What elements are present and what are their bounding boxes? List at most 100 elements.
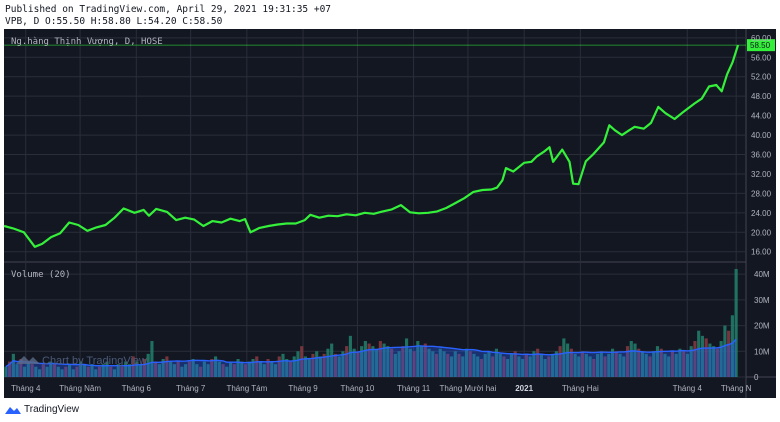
volume-bar (434, 353, 439, 377)
volume-bar (225, 366, 229, 377)
volume-bar (655, 346, 660, 377)
volume-bar (581, 351, 585, 377)
watermark: Chart by TradingView (16, 355, 147, 367)
volume-bar (240, 361, 244, 377)
volume-bar (236, 359, 240, 377)
volume-bar (318, 356, 323, 377)
volume-bar (288, 361, 293, 377)
volume-bar (532, 351, 536, 377)
volume-bar (453, 351, 457, 377)
volume-bar (524, 353, 528, 377)
chart-svg[interactable]: Chart by TradingView 58.50 16.00 20.00 24.… (4, 29, 776, 398)
volume-bar (528, 356, 532, 377)
volume-tick-label: 20M (754, 322, 770, 331)
volume-bar (678, 348, 682, 377)
volume-bar (184, 364, 188, 377)
volume-bar (11, 353, 15, 377)
volume-ma (5, 338, 737, 377)
grid-lines (4, 29, 776, 398)
published-info: Published on TradingView.com, April 29, … (5, 4, 332, 15)
volume-bar (719, 341, 723, 377)
time-tick-label: Tháng 4 (11, 384, 41, 393)
volume-bar (652, 351, 656, 377)
volume-bar (494, 348, 499, 377)
volume-bar (67, 364, 72, 377)
volume-bar (360, 346, 364, 377)
volume-bar (135, 361, 139, 377)
volume-bar (120, 366, 124, 377)
volume-bar (251, 359, 255, 377)
volume-bar (60, 369, 64, 377)
time-tick-label: Tháng 10 (341, 384, 375, 393)
time-tick-label: Tháng Năm (59, 384, 101, 393)
time-tick-label: Tháng 11 (397, 384, 431, 393)
volume-bar (566, 343, 570, 377)
volume-bar (165, 356, 169, 377)
volume-bar (296, 351, 300, 377)
volume-bar (330, 343, 334, 377)
volume-bar (401, 346, 405, 377)
volume-bar (405, 338, 409, 377)
volume-bar (322, 353, 326, 377)
tradingview-logo-icon (5, 406, 21, 414)
volume-bar (704, 338, 708, 377)
volume-tick-label: 0 (754, 373, 759, 382)
volume-bar (667, 356, 671, 377)
volume-bar (352, 348, 356, 377)
volume-bar (689, 346, 693, 377)
volume-bar (150, 341, 154, 377)
time-tick-label: Tháng 7 (176, 384, 206, 393)
volume-bar (479, 359, 484, 377)
symbol-label: Ng.hàng Thịnh Vượng, D, HOSE (11, 37, 163, 47)
volume-bar (356, 351, 360, 377)
volume-bar (34, 366, 38, 377)
price-tick-label: 52.00 (751, 73, 772, 82)
time-tick-label: Tháng Mười hai (440, 384, 497, 393)
footer-brand[interactable]: TradingView (5, 404, 79, 415)
volume-bar (625, 346, 630, 377)
volume-bar (187, 361, 191, 377)
volume-bar (461, 356, 465, 377)
volume-bar (281, 353, 285, 377)
volume-bar (146, 353, 150, 377)
volume-bar (172, 364, 176, 377)
watermark-text: Chart by TradingView (42, 355, 147, 367)
volume-ma-line (5, 338, 737, 368)
last-price-badge (747, 39, 775, 52)
volume-bar (195, 364, 199, 377)
volume-bar (217, 361, 221, 377)
volume-bar (180, 366, 184, 377)
volume-bar (52, 364, 57, 377)
volume-bar (629, 341, 633, 377)
watermark-cloud-icon (16, 356, 40, 364)
volume-tick-label: 10M (754, 347, 770, 356)
volume-bar (345, 346, 349, 377)
price-line (4, 44, 740, 248)
price-tick-label: 56.00 (751, 53, 772, 62)
volume-bar (367, 343, 371, 377)
volume-bar (232, 364, 236, 377)
volume-bar (419, 346, 424, 377)
volume-bar (348, 335, 352, 377)
volume-bar (603, 356, 607, 377)
volume-bar (659, 348, 663, 377)
volume-bar (270, 361, 274, 377)
volume-bar (112, 369, 117, 377)
volume-bar (161, 359, 165, 377)
volume-bar (723, 325, 727, 377)
time-tick-label: Tháng Tám (226, 384, 267, 393)
volume-bar (554, 351, 558, 377)
time-tick-label: Tháng Hai (562, 384, 599, 393)
volume-bar (378, 341, 382, 377)
volume-tick-label: 30M (754, 296, 770, 305)
volume-bar (730, 315, 734, 377)
volume-bar (408, 348, 412, 377)
volume-bar (38, 369, 42, 377)
volume-bar (708, 343, 712, 377)
volume-bar (105, 361, 109, 377)
volume-bar (476, 356, 480, 377)
chart-frame[interactable]: Chart by TradingView 58.50 16.00 20.00 24.… (4, 29, 776, 398)
volume-tick-label: 40M (754, 270, 770, 279)
price-tick-label: 44.00 (751, 112, 772, 121)
volume-bar (30, 364, 34, 377)
